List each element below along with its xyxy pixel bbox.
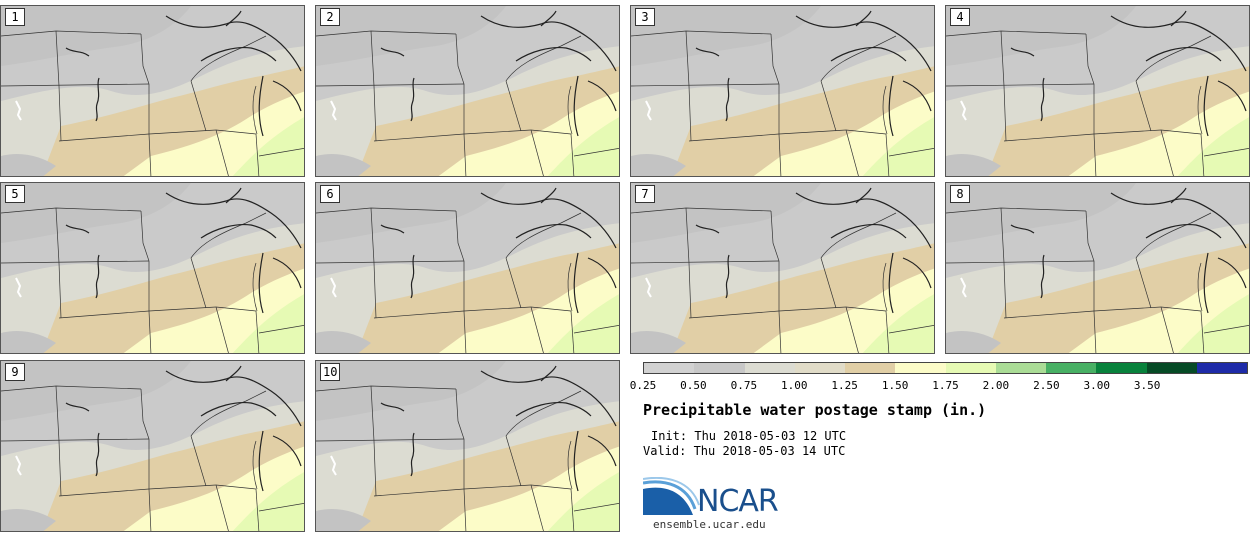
colorbar-segment xyxy=(694,363,745,373)
member-number: 5 xyxy=(5,185,25,203)
ensemble-website: ensemble.ucar.edu xyxy=(653,518,766,531)
colorbar-segment xyxy=(644,363,695,373)
precipitable-water-map xyxy=(631,6,934,176)
init-time: Init: Thu 2018-05-03 12 UTC xyxy=(651,429,847,443)
member-number: 10 xyxy=(320,363,341,381)
colorbar-segment xyxy=(744,363,795,373)
ensemble-member-panel: 6 xyxy=(315,182,620,354)
colorbar-segment xyxy=(1096,363,1147,373)
precipitable-water-map xyxy=(1,6,304,176)
figure-title: Precipitable water postage stamp (in.) xyxy=(643,401,987,419)
ensemble-member-panel: 8 xyxy=(945,182,1250,354)
precipitable-water-map xyxy=(946,6,1249,176)
colorbar-tick: 0.25 xyxy=(629,379,657,392)
precipitable-water-map xyxy=(316,183,619,353)
member-number: 9 xyxy=(5,363,25,381)
member-number: 3 xyxy=(635,8,655,26)
valid-time: Valid: Thu 2018-05-03 14 UTC xyxy=(643,444,846,458)
precipitable-water-map xyxy=(316,361,619,531)
colorbar-tick: 1.50 xyxy=(881,379,909,392)
member-number: 8 xyxy=(950,185,970,203)
colorbar-tick: 2.50 xyxy=(1033,379,1060,392)
colorbar-segment xyxy=(1146,363,1197,373)
colorbar-tick: 1.25 xyxy=(831,379,858,392)
colorbar-segment xyxy=(1046,363,1097,373)
colorbar-tick: 1.75 xyxy=(932,379,959,392)
colorbar-tick: 0.75 xyxy=(730,379,758,392)
precipitable-water-colorbar xyxy=(643,362,1248,374)
colorbar-tick: 3.00 xyxy=(1083,379,1111,392)
ensemble-member-panel: 2 xyxy=(315,5,620,177)
colorbar-segment xyxy=(995,363,1046,373)
colorbar-segment xyxy=(794,363,845,373)
precipitable-water-map xyxy=(631,183,934,353)
ensemble-member-panel: 9 xyxy=(0,360,305,532)
colorbar-tick-labels: 0.25 0.50 0.75 1.00 1.25 1.50 1.75 2.00 2.50 3.00… xyxy=(630,379,1250,393)
member-number: 4 xyxy=(950,8,970,26)
precipitable-water-map xyxy=(1,361,304,531)
colorbar-tick: 1.00 xyxy=(781,379,808,392)
ensemble-member-panel: 3 xyxy=(630,5,935,177)
colorbar-segment xyxy=(1196,363,1247,373)
ensemble-member-panel: 10 xyxy=(315,360,620,532)
ensemble-member-panel: 7 xyxy=(630,182,935,354)
member-number: 7 xyxy=(635,185,655,203)
ncar-logo-text: NCAR xyxy=(697,484,779,519)
precipitable-water-map xyxy=(1,183,304,353)
colorbar-segment xyxy=(945,363,996,373)
precipitable-water-map xyxy=(946,183,1249,353)
ncar-logo-icon xyxy=(643,477,700,515)
colorbar-tick: 0.50 xyxy=(680,379,707,392)
colorbar-tick: 3.50 xyxy=(1133,379,1161,392)
member-number: 1 xyxy=(5,8,25,26)
ensemble-member-panel: 4 xyxy=(945,5,1250,177)
member-number: 2 xyxy=(320,8,340,26)
colorbar-segment xyxy=(845,363,896,373)
ensemble-member-panel: 5 xyxy=(0,182,305,354)
colorbar-tick: 2.00 xyxy=(982,379,1010,392)
precipitable-water-map xyxy=(316,6,619,176)
ensemble-member-panel: 1 xyxy=(0,5,305,177)
member-number: 6 xyxy=(320,185,340,203)
colorbar-segment xyxy=(895,363,946,373)
